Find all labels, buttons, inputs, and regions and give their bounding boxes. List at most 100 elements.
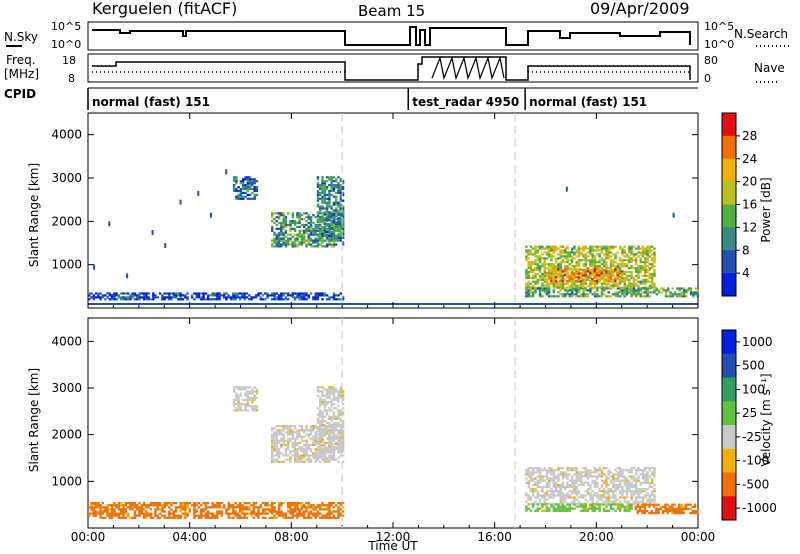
range-cell (325, 514, 329, 517)
range-cell (314, 237, 317, 240)
range-cell (305, 292, 308, 295)
range-cell (158, 512, 162, 515)
range-cell (319, 454, 322, 457)
range-cell (341, 510, 345, 513)
range-cell (309, 227, 313, 230)
range-cell (602, 492, 606, 495)
range-cell (573, 488, 576, 491)
range-cell (646, 467, 649, 470)
range-cell (651, 257, 654, 260)
range-cell (122, 514, 125, 517)
range-cell (554, 494, 558, 497)
range-cell (108, 516, 111, 519)
range-cell (543, 494, 546, 497)
range-cell (573, 473, 576, 476)
range-cell (568, 503, 571, 506)
range-cell (328, 514, 331, 517)
range-cell (271, 292, 274, 295)
range-cell (646, 477, 649, 480)
range-cell (335, 195, 338, 198)
range-cell (332, 213, 336, 216)
range-cell (529, 477, 533, 480)
range-cell (557, 473, 560, 476)
range-cell (644, 247, 647, 250)
range-cell (252, 516, 256, 519)
range-cell (319, 440, 322, 443)
range-cell (527, 467, 530, 470)
range-cell (573, 496, 576, 499)
range-cell (330, 426, 333, 429)
range-cell (158, 516, 162, 519)
range-cell (529, 295, 533, 298)
range-cell (653, 496, 656, 499)
range-cell (250, 514, 253, 517)
range-cell (179, 292, 182, 295)
range-cell (248, 398, 252, 401)
range-cell (129, 298, 132, 301)
range-cell (651, 494, 654, 497)
range-cell (289, 237, 292, 240)
colorbar-tick-label: 28 (742, 129, 757, 143)
range-cell (307, 243, 310, 246)
range-cell (550, 263, 553, 266)
range-cell (307, 294, 310, 297)
range-cell (314, 437, 317, 440)
range-cell (651, 274, 654, 277)
range-cell (328, 199, 331, 202)
range-cell (584, 498, 587, 501)
range-cell (339, 197, 342, 200)
range-cell (277, 214, 281, 217)
range-cell (275, 239, 278, 242)
range-cell (177, 514, 180, 517)
range-cell (277, 245, 281, 248)
range-cell (532, 261, 535, 264)
range-cell (140, 508, 143, 511)
range-cell (632, 293, 636, 296)
range-cell (591, 245, 594, 248)
range-cell (559, 490, 562, 493)
range-cell (666, 512, 669, 515)
range-cell (677, 503, 681, 506)
range-cell (330, 454, 333, 457)
range-cell (97, 512, 100, 515)
range-cell (298, 233, 301, 236)
range-cell (641, 267, 645, 270)
range-cell (312, 231, 315, 234)
range-cell (671, 293, 674, 296)
range-cell (538, 289, 542, 292)
range-cell (216, 512, 219, 515)
range-cell (323, 182, 326, 185)
range-cell (330, 386, 333, 389)
range-cell (253, 187, 256, 191)
range-cell (291, 443, 294, 447)
range-cell (341, 232, 345, 235)
range-cell (630, 253, 633, 256)
range-cell (108, 292, 111, 295)
range-cell (335, 226, 338, 230)
range-cell (621, 505, 624, 508)
range-cell (582, 284, 585, 287)
range-cell (282, 502, 285, 505)
range-cell (298, 216, 301, 219)
range-cell (328, 230, 331, 233)
range-cell (328, 415, 331, 418)
range-cell (591, 293, 594, 296)
range-cell (287, 510, 290, 513)
range-cell (577, 496, 581, 499)
range-cell (607, 276, 610, 279)
range-cell (632, 490, 636, 493)
range-cell (527, 284, 530, 287)
range-cell (609, 268, 612, 271)
range-cell (245, 516, 249, 519)
range-cell (641, 247, 645, 250)
range-cell (591, 253, 594, 256)
range-cell (337, 409, 340, 412)
range-cell (630, 291, 633, 294)
range-cell (236, 514, 240, 517)
range-cell (341, 231, 345, 234)
range-cell (314, 231, 317, 234)
range-cell (250, 296, 253, 299)
range-cell (328, 436, 331, 439)
range-cell (307, 233, 310, 236)
